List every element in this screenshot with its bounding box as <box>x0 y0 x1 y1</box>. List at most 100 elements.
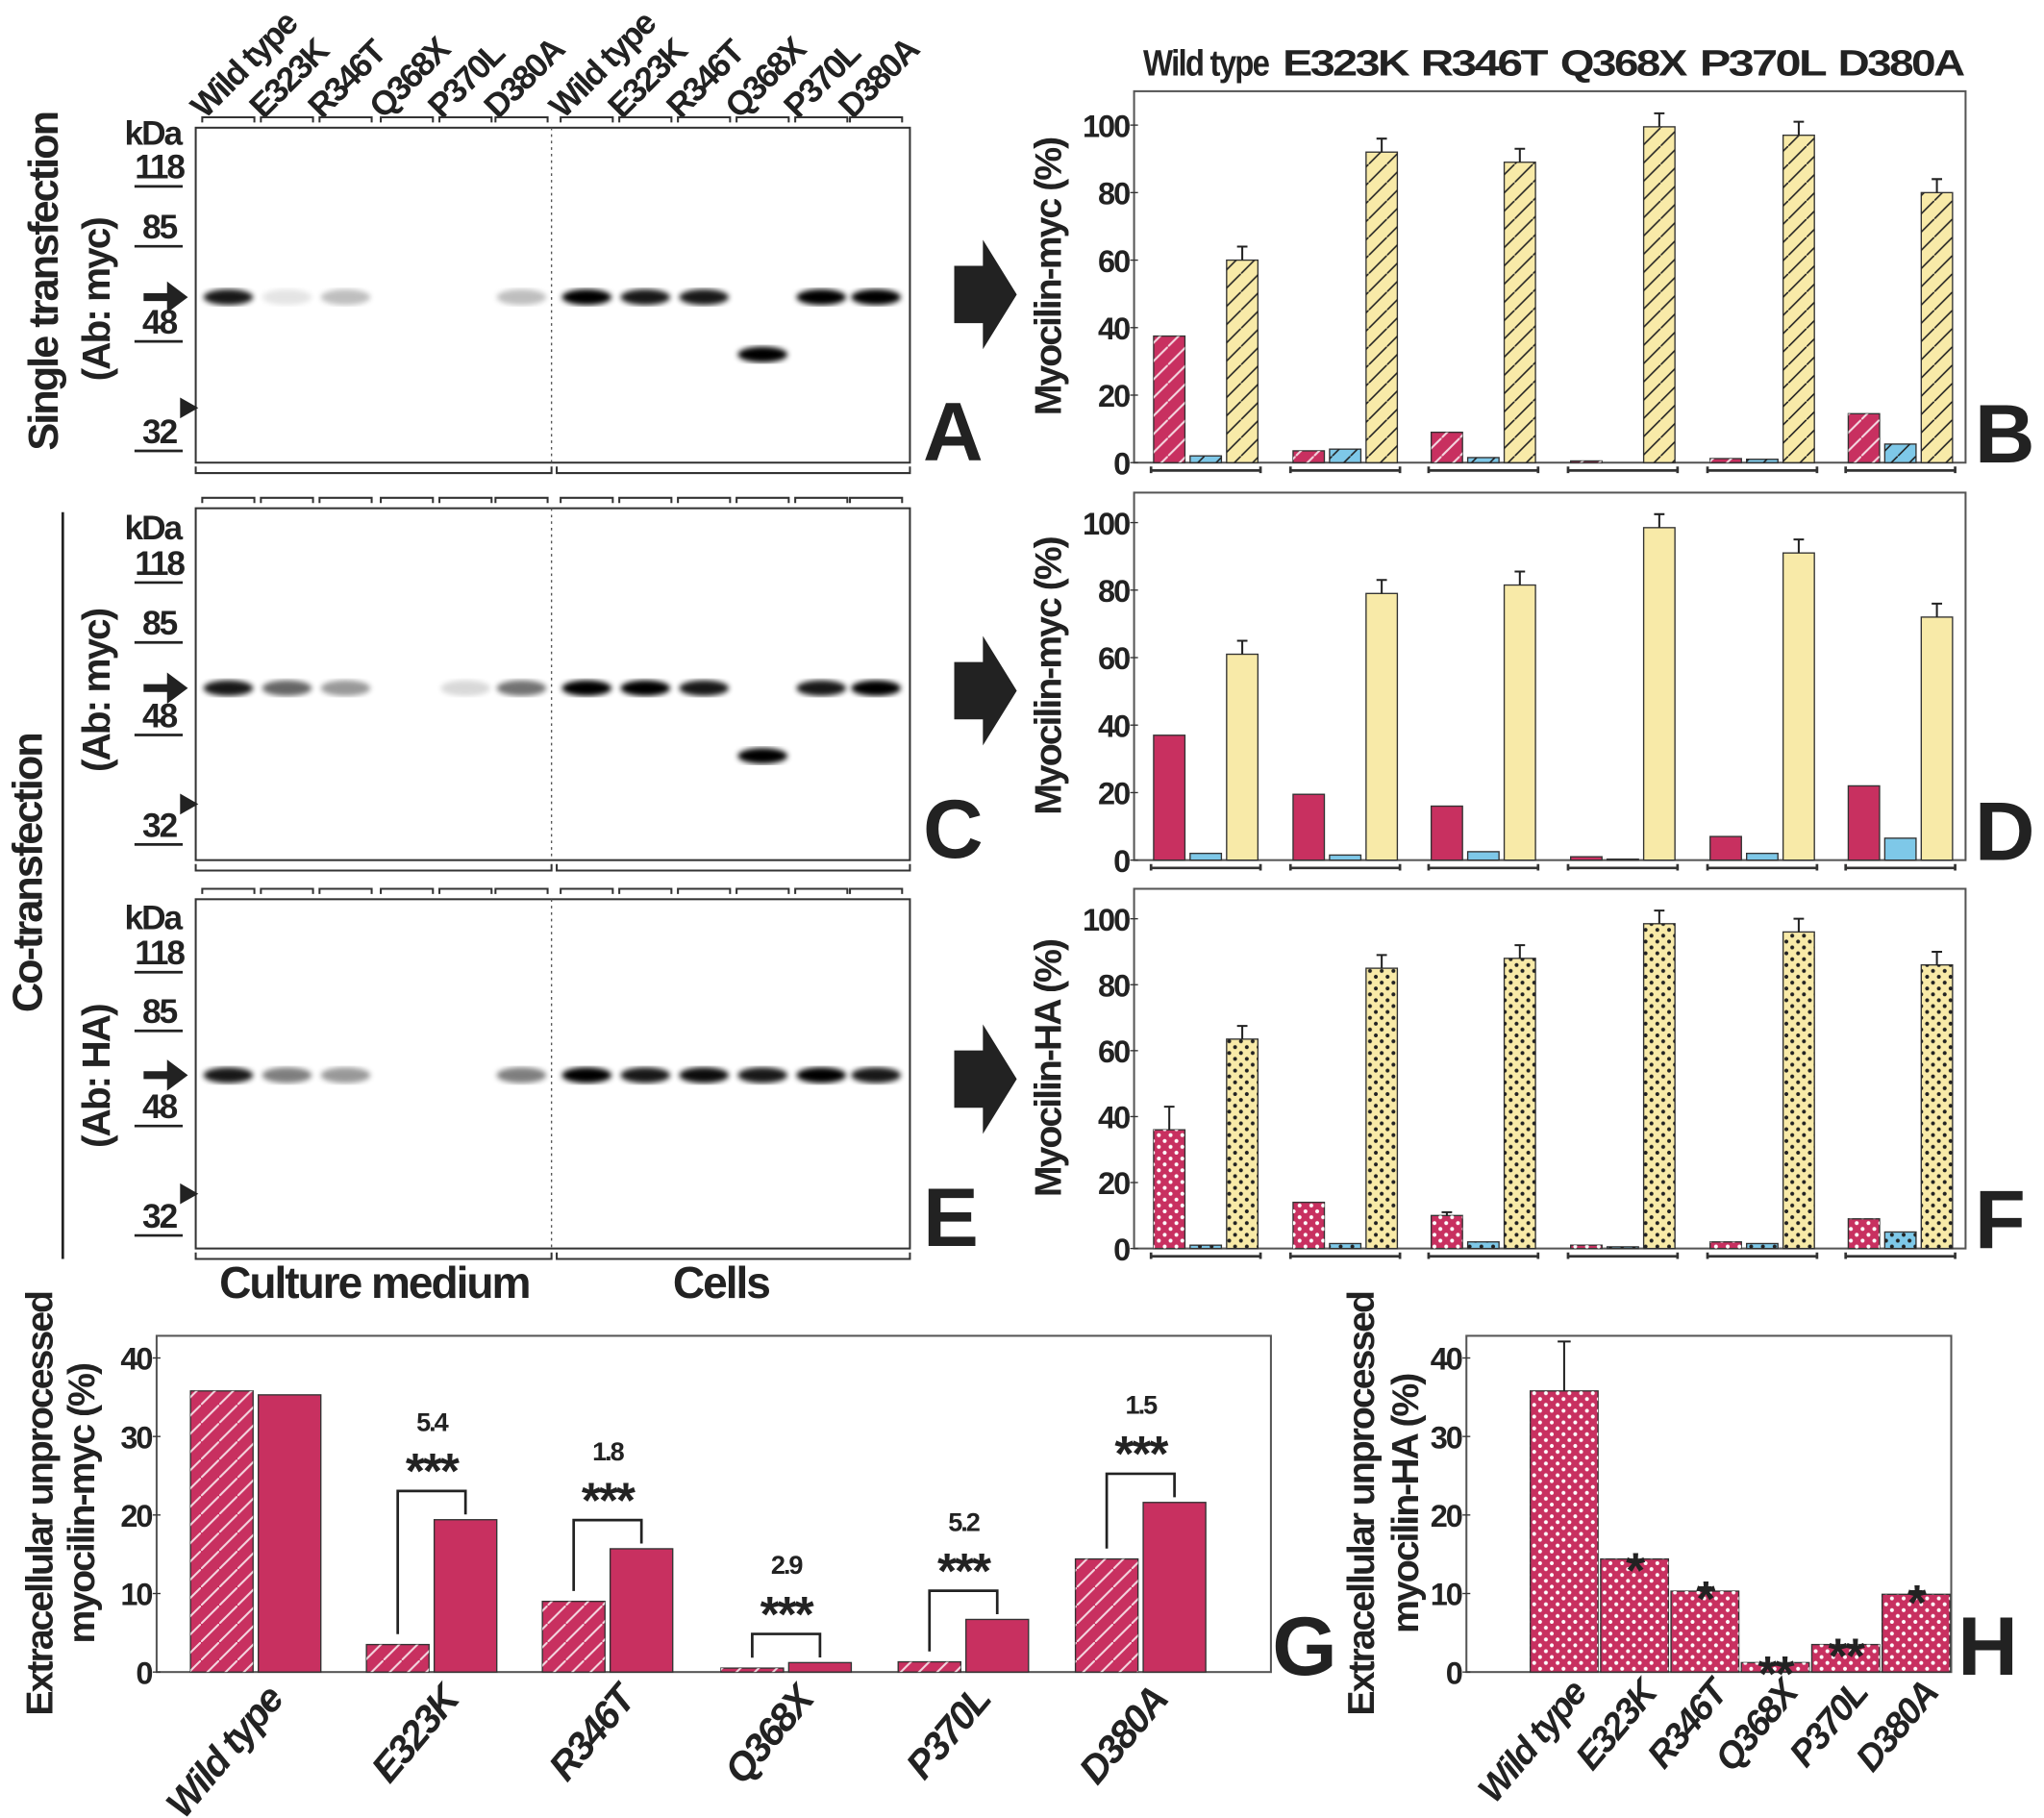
group-bracket <box>1427 1252 1540 1259</box>
arrow-right-icon <box>954 635 1017 746</box>
bar <box>1430 805 1463 861</box>
error-bar <box>1236 1025 1248 1039</box>
marker-label: 118 <box>135 149 185 187</box>
error-bar <box>1909 1590 1923 1595</box>
column-label: Wild type <box>1143 44 1269 85</box>
antibody-label: (Ab: myc) <box>74 218 118 382</box>
arrow-right-icon <box>954 1024 1017 1134</box>
group-bracket <box>194 1252 553 1260</box>
y-tick-label: 30 <box>120 1420 152 1455</box>
bar-pattern <box>1848 1218 1880 1249</box>
error-bar <box>1654 112 1665 127</box>
error-bar <box>1514 570 1526 585</box>
blot-band <box>620 288 670 306</box>
bar <box>1883 837 1917 861</box>
lane-bracket <box>260 115 314 123</box>
bar <box>1503 584 1536 861</box>
group-bracket <box>1706 466 1819 474</box>
blot-band <box>679 288 729 306</box>
bar-pattern <box>542 1601 606 1673</box>
lane-bracket <box>318 496 373 504</box>
panel-letter: A <box>923 386 984 479</box>
lane-bracket <box>380 496 435 504</box>
y-tick-label: 0 <box>1113 1233 1130 1267</box>
group-bracket <box>1566 1252 1680 1259</box>
blot-band <box>203 680 254 696</box>
plot-frame <box>1133 887 1967 1250</box>
fold-change-label: 1.5 <box>1126 1390 1159 1420</box>
y-tick-label: 10 <box>1431 1578 1462 1612</box>
bar-pattern <box>1504 162 1536 463</box>
bar-pattern <box>1848 413 1880 463</box>
error-bar <box>1558 1340 1571 1391</box>
marker-label: 32 <box>142 807 178 844</box>
y-tick-label: 0 <box>1446 1656 1462 1690</box>
error-bar <box>1376 954 1387 969</box>
lane-bracket <box>735 887 790 894</box>
blot-frame <box>194 126 911 464</box>
bar-pattern <box>1882 1594 1951 1673</box>
bar-pattern <box>1671 1591 1739 1673</box>
error-bar <box>1932 178 1943 193</box>
y-tick-label: 80 <box>1098 968 1130 1003</box>
error-bar <box>1236 639 1248 655</box>
kda-label: kDa <box>125 900 184 937</box>
chart-F: 0 20 40 60 80 100 Myocilin-HA (%) F <box>1028 887 2026 1267</box>
bar-pattern <box>1153 1130 1185 1249</box>
bar-pattern <box>898 1661 961 1673</box>
blot-band <box>496 1067 547 1083</box>
marker-label: 32 <box>142 1198 178 1235</box>
blot-band <box>620 1067 670 1083</box>
significance-stars: *** <box>1114 1426 1168 1482</box>
error-bar <box>1793 538 1805 554</box>
bar-pattern <box>1782 932 1815 1249</box>
bar <box>787 1661 853 1673</box>
lane-bracket <box>794 496 849 504</box>
y-tick-label: 30 <box>1431 1420 1462 1455</box>
column-label: R346T <box>1421 44 1548 85</box>
bar-pattern <box>1431 432 1463 463</box>
error-bar <box>1514 147 1526 162</box>
group-bracket <box>1427 863 1540 871</box>
marker-label: 48 <box>142 697 178 735</box>
error-bar <box>1654 909 1665 924</box>
error-bar <box>1441 1210 1453 1216</box>
y-tick-label: 40 <box>1098 311 1130 346</box>
triangle-right-icon <box>180 1183 199 1205</box>
lane-bracket <box>494 115 549 123</box>
bar-pattern <box>1329 1243 1361 1249</box>
significance-stars: *** <box>760 1586 814 1642</box>
bar-pattern <box>1643 126 1676 463</box>
group-bracket <box>556 466 911 475</box>
bar-pattern <box>1530 1390 1599 1673</box>
blot-band <box>496 288 547 306</box>
bar-pattern <box>1746 459 1779 463</box>
triangle-right-icon <box>180 793 199 815</box>
error-bar <box>1932 950 1943 965</box>
y-axis-label: myocilin-HA (%) <box>1384 1374 1427 1633</box>
lane-bracket <box>201 115 256 123</box>
significance-stars: ** <box>1757 1646 1794 1702</box>
co-transfection-label: Co-transfection <box>6 734 52 1012</box>
bar-pattern <box>1075 1558 1138 1673</box>
bar-pattern <box>1709 1241 1742 1249</box>
blot-band <box>737 346 787 362</box>
group-bracket <box>556 863 911 872</box>
blot-frame <box>194 898 911 1250</box>
single-transfection-label: Single transfection <box>21 112 67 451</box>
blot-band <box>679 680 729 696</box>
significance-stars: * <box>1907 1575 1927 1631</box>
lane-bracket <box>494 496 549 504</box>
y-axis-label: Myocilin-myc (%) <box>1028 137 1070 415</box>
panel-letter: E <box>923 1171 979 1264</box>
culture-medium-label: Culture medium <box>219 1258 529 1307</box>
bar-pattern <box>1884 443 1916 463</box>
bar-pattern <box>1467 1241 1500 1249</box>
plot-frame <box>1133 89 1967 464</box>
bar-pattern <box>720 1668 784 1673</box>
bar <box>1782 552 1815 861</box>
bar <box>1570 856 1603 861</box>
group-bracket <box>1149 1252 1262 1259</box>
arrow-right-icon <box>954 239 1017 350</box>
lane-bracket <box>318 115 373 123</box>
